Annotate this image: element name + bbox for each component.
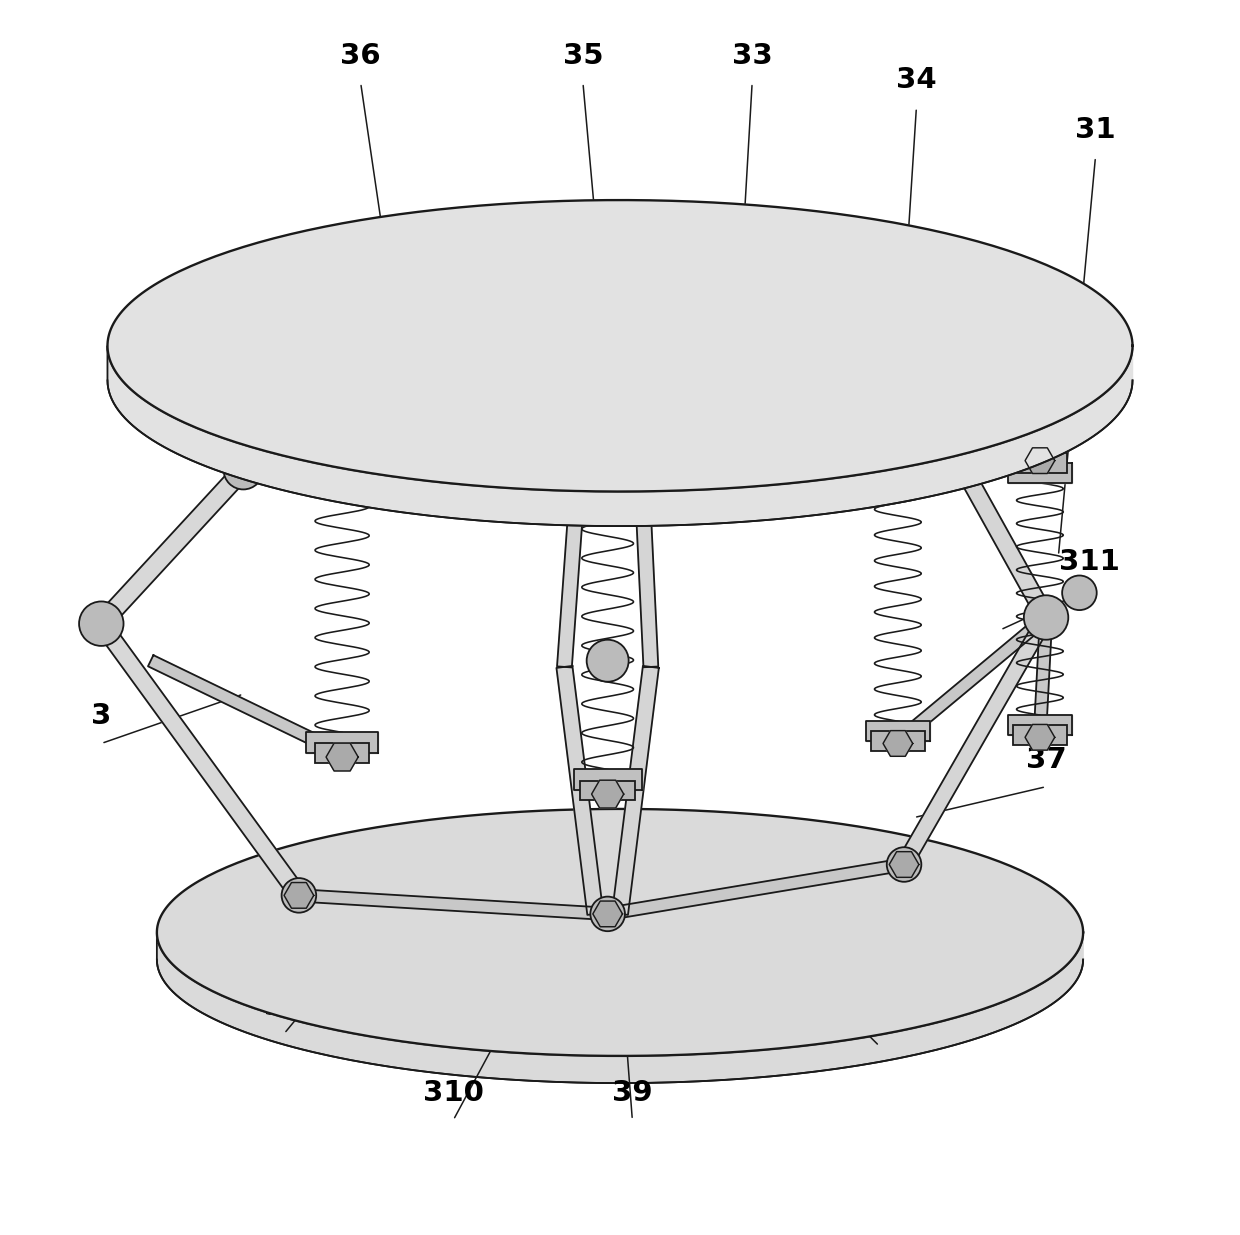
Text: 311: 311	[1059, 548, 1120, 576]
Circle shape	[281, 878, 316, 913]
Polygon shape	[1025, 448, 1055, 473]
Polygon shape	[897, 614, 1053, 868]
Polygon shape	[253, 415, 345, 475]
Polygon shape	[557, 357, 594, 667]
Polygon shape	[889, 852, 919, 877]
Text: 310: 310	[423, 1079, 484, 1107]
Text: 37: 37	[1025, 746, 1066, 773]
Polygon shape	[966, 427, 1043, 469]
Text: 38: 38	[859, 1005, 899, 1032]
Bar	[1013, 453, 1068, 473]
Polygon shape	[629, 357, 658, 667]
Bar	[870, 731, 925, 751]
Text: 34: 34	[897, 67, 936, 94]
Circle shape	[587, 640, 629, 682]
Polygon shape	[866, 721, 930, 741]
Text: 35: 35	[563, 42, 603, 69]
Circle shape	[590, 897, 625, 931]
Circle shape	[79, 601, 124, 646]
Bar	[315, 410, 370, 430]
Bar	[580, 781, 635, 800]
Polygon shape	[606, 858, 905, 920]
Polygon shape	[894, 613, 1050, 746]
Bar	[870, 435, 925, 454]
Polygon shape	[157, 809, 1083, 1056]
Polygon shape	[306, 732, 378, 753]
Polygon shape	[591, 781, 624, 808]
Polygon shape	[936, 429, 1054, 621]
Circle shape	[924, 414, 963, 453]
Bar	[580, 447, 635, 467]
Circle shape	[1063, 576, 1096, 610]
Polygon shape	[299, 889, 608, 920]
Polygon shape	[306, 420, 378, 441]
Text: 36: 36	[340, 42, 381, 69]
Polygon shape	[1025, 725, 1055, 750]
Polygon shape	[897, 427, 945, 451]
Polygon shape	[94, 463, 250, 630]
Polygon shape	[593, 902, 622, 926]
Polygon shape	[1034, 618, 1053, 735]
Polygon shape	[326, 743, 358, 771]
Polygon shape	[557, 666, 604, 915]
Polygon shape	[148, 655, 345, 760]
Polygon shape	[883, 430, 913, 454]
Text: 3: 3	[91, 703, 112, 730]
Circle shape	[223, 450, 263, 489]
Text: 31: 31	[1075, 116, 1116, 143]
Polygon shape	[574, 769, 641, 790]
Polygon shape	[883, 731, 913, 756]
Polygon shape	[591, 440, 624, 467]
Polygon shape	[108, 200, 1132, 492]
Bar	[1013, 725, 1068, 745]
Bar	[315, 743, 370, 763]
Circle shape	[591, 337, 631, 377]
Polygon shape	[1008, 463, 1073, 483]
Polygon shape	[108, 346, 1132, 526]
Polygon shape	[326, 403, 358, 430]
Polygon shape	[1008, 715, 1073, 735]
Text: 39: 39	[613, 1079, 652, 1107]
Circle shape	[887, 847, 921, 882]
Polygon shape	[157, 932, 1083, 1083]
Polygon shape	[613, 666, 658, 915]
Polygon shape	[866, 445, 930, 464]
Text: 33: 33	[732, 42, 773, 69]
Polygon shape	[284, 883, 314, 908]
Polygon shape	[94, 619, 306, 900]
Polygon shape	[574, 457, 641, 478]
Text: 32: 32	[264, 993, 304, 1020]
Circle shape	[1024, 595, 1069, 640]
